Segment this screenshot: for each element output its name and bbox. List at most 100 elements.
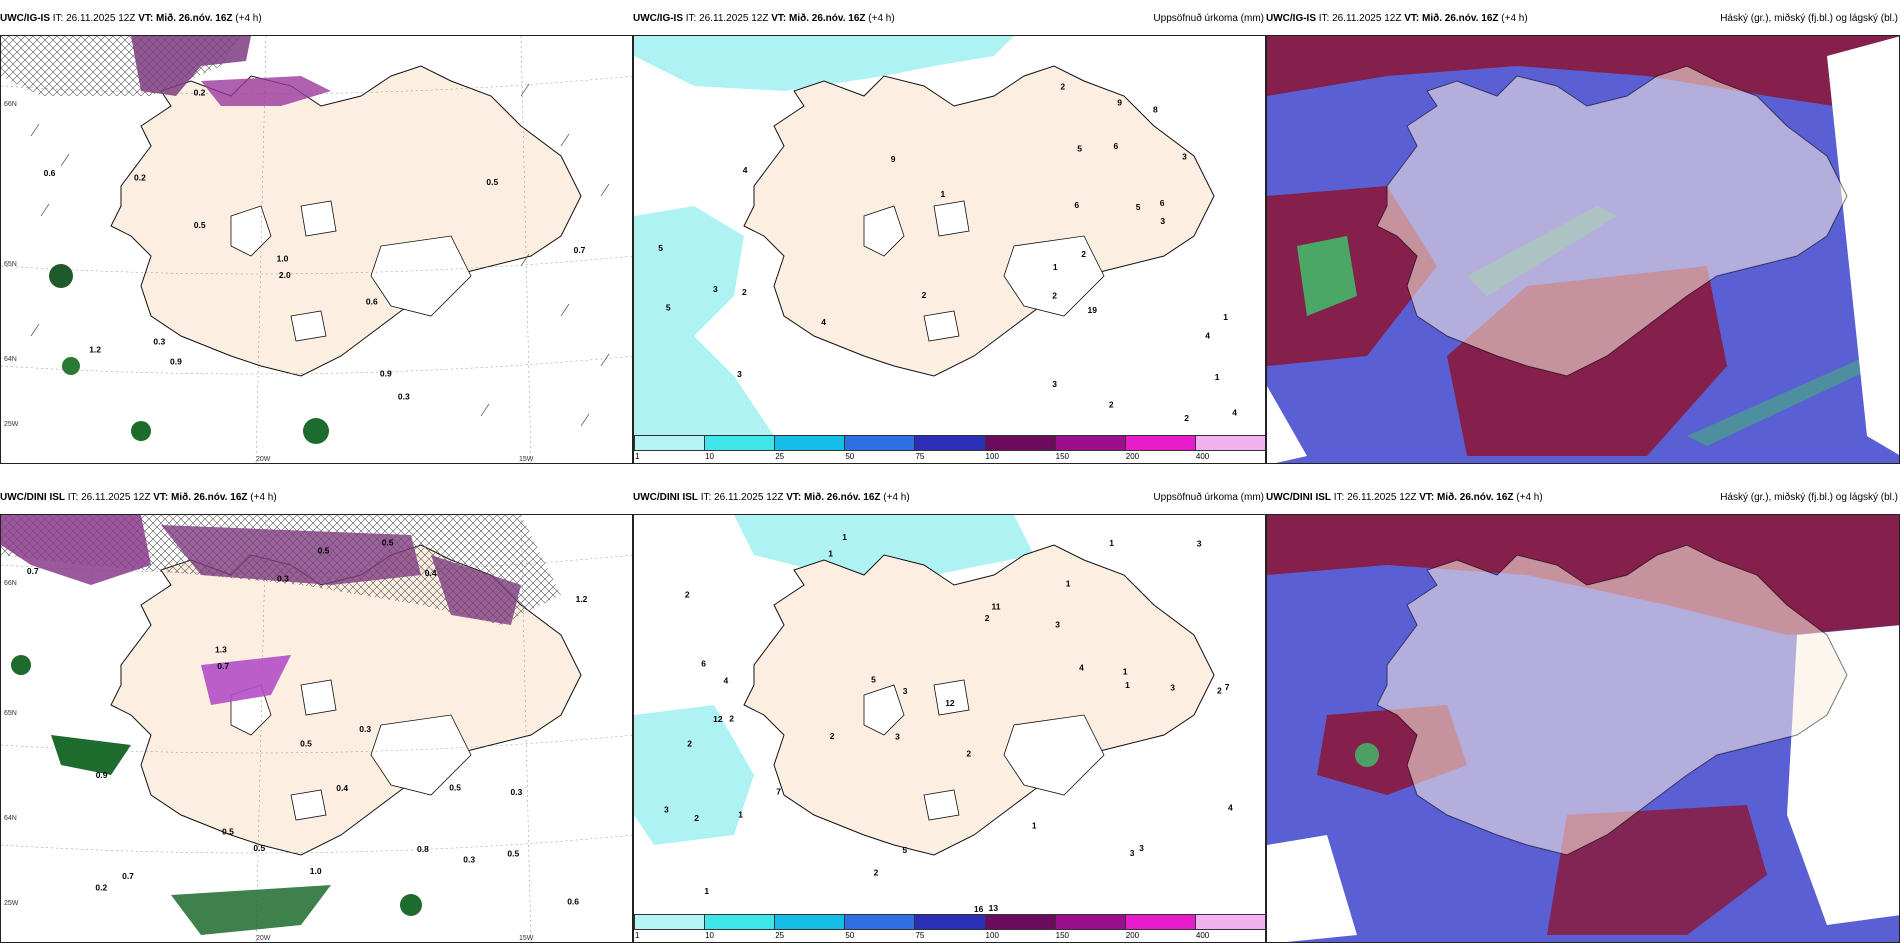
valid-time: VT: Mið. 26.nóv. 16Z — [138, 13, 233, 24]
value-label: 0.6 — [567, 896, 579, 906]
value-label: 0.9 — [96, 770, 108, 780]
panel-header: UWC/DINI ISL IT: 26.11.2025 12Z VT: Mið.… — [1266, 491, 1900, 505]
value-label: 2 — [687, 738, 692, 748]
cloud-high — [1355, 743, 1379, 767]
valid-time: VT: Mið. 26.nóv. 16Z — [153, 492, 248, 503]
value-label: 2 — [685, 589, 690, 599]
model-name: UWC/DINI ISL — [633, 492, 698, 503]
value-label: 6 — [701, 659, 706, 669]
lead-time: (+4 h) — [235, 13, 262, 24]
value-label: 3 — [737, 369, 742, 379]
colorbar-swatch — [914, 914, 986, 930]
value-label: 0.3 — [153, 337, 165, 347]
value-label: 3 — [1130, 848, 1135, 858]
map-frame[interactable]: 0.2 0.3 0.3 0.4 0.3 0.5 0.5 0.4 0.3 0.5 0.6 0.7 0.5 0… — [0, 514, 633, 943]
panel-wind-top: UWC/IG-IS IT: 26.11.2025 12Z VT: Mið. 26… — [0, 12, 633, 464]
map-frame[interactable]: 0.3 0.2 0.3 0.2 0.5 0.9 0.7 0.5 2.0 0.9 1.2 0.6 1.0 0… — [0, 35, 633, 464]
valid-time: VT: Mið. 26.nóv. 16Z — [771, 13, 866, 24]
colorbar-tick: 50 — [845, 452, 855, 461]
value-label: 3 — [1182, 152, 1187, 162]
cloud-high — [1687, 356, 1877, 446]
precip-blob — [49, 264, 73, 288]
value-label: 1.0 — [277, 254, 289, 264]
value-label: 0.4 — [336, 783, 348, 793]
value-label: 1 — [1053, 262, 1058, 272]
value-label: 0.2 — [134, 172, 146, 182]
precip-blob — [62, 357, 80, 375]
value-label: 13 — [989, 903, 999, 913]
value-label: 3 — [1197, 539, 1202, 549]
value-label: 6 — [1160, 198, 1165, 208]
precip-title: Uppsöfnuð úrkoma (mm) — [1153, 13, 1264, 24]
lon-label: 15W — [519, 935, 534, 942]
model-name: UWC/DINI ISL — [1266, 492, 1331, 503]
value-label: 0.7 — [574, 245, 586, 255]
colorbar-swatch — [1194, 914, 1265, 930]
value-label: 0.7 — [122, 871, 134, 881]
precip-map: 2 1 5 4 3 6 6 1 1 2 2 1 5 19 4 2 8 3 9 9 2 5 6 2 3 3 4 5 4 2 3 — [634, 36, 1237, 436]
model-name: UWC/IG-IS — [1266, 13, 1316, 24]
iceland-landmass — [110, 65, 582, 377]
value-label: 5 — [902, 845, 907, 855]
value-label: 2 — [830, 731, 835, 741]
colorbar-tick: 400 — [1195, 931, 1210, 940]
panel-wind-bottom: UWC/DINI ISL IT: 26.11.2025 12Z VT: Mið.… — [0, 491, 633, 943]
lon-label: 20W — [256, 456, 271, 463]
lat-label: 66N — [4, 101, 17, 108]
lon-label: 25W — [4, 900, 19, 907]
precip-blob — [1, 515, 151, 585]
colorbar-swatch — [1124, 914, 1196, 930]
precip-blob — [400, 894, 422, 916]
colorbar-swatch — [704, 914, 776, 930]
precip-blob — [201, 655, 291, 705]
value-label: 2 — [742, 287, 747, 297]
precip-blob — [431, 555, 521, 625]
lead-time: (+4 h) — [1501, 13, 1528, 24]
lead-time: (+4 h) — [883, 492, 910, 503]
lat-label: 65N — [4, 261, 17, 268]
map-frame[interactable] — [1266, 35, 1900, 464]
value-label: 1 — [1066, 578, 1071, 588]
lat-label: 65N — [4, 710, 17, 717]
value-label: 1 — [1125, 680, 1130, 690]
colorbar-swatch — [984, 914, 1056, 930]
value-label: 4 — [743, 165, 748, 175]
wind-barbs — [30, 83, 610, 427]
colorbar-tick: 50 — [845, 931, 855, 940]
colorbar-tick: 25 — [775, 931, 785, 940]
value-label: 0.7 — [217, 661, 229, 671]
map-frame[interactable]: 1 1 2 3 2 2 2 3 2 2 12 1 1 2 16 13 5 1 4 7 4 12 7 3 3 6 3 1 3 2 3 11 1 5 1… — [633, 514, 1266, 943]
value-label: 0.5 — [449, 783, 461, 793]
value-label: 1.2 — [89, 345, 101, 355]
value-label: 3 — [1170, 682, 1175, 692]
colorbar-tick: 200 — [1125, 452, 1140, 461]
lead-time: (+4 h) — [1516, 492, 1543, 503]
value-label: 16 — [974, 904, 984, 914]
init-time: IT: 26.11.2025 12Z — [1318, 13, 1402, 24]
value-label: 2 — [1217, 686, 1222, 696]
value-label: 6 — [1074, 200, 1079, 210]
cloud-high — [1297, 236, 1357, 316]
value-label: 0.5 — [253, 843, 265, 853]
cloud-title: Háský (gr.), miðský (fj.bl.) og lágský (… — [1720, 13, 1898, 24]
value-label: 2 — [1052, 291, 1057, 301]
colorbar-swatch — [844, 914, 916, 930]
value-label: 2 — [966, 749, 971, 759]
value-label: 12 — [945, 698, 955, 708]
value-label: 4 — [724, 675, 729, 685]
value-label: 5 — [1077, 143, 1082, 153]
map-frame[interactable] — [1266, 514, 1900, 943]
value-label: 0.9 — [380, 368, 392, 378]
value-label: 4 — [1232, 408, 1237, 418]
map-frame[interactable]: 2 1 5 4 3 6 6 1 1 2 2 1 5 19 4 2 8 3 9 9 2 5 6 2 3 3 4 5 4 2 3 1 10 25 50… — [633, 35, 1266, 464]
colorbar-swatch — [1054, 435, 1126, 451]
value-label: 4 — [821, 317, 826, 327]
wind-map: 0.3 0.2 0.3 0.2 0.5 0.9 0.7 0.5 2.0 0.9 1.2 0.6 1.0 0… — [1, 36, 632, 463]
precip-blob — [171, 885, 331, 935]
init-time: IT: 26.11.2025 12Z — [1333, 492, 1417, 503]
value-label: 5 — [871, 675, 876, 685]
precip-blob — [11, 655, 31, 675]
cloud-map — [1267, 36, 1899, 463]
precip-blob — [303, 418, 329, 444]
